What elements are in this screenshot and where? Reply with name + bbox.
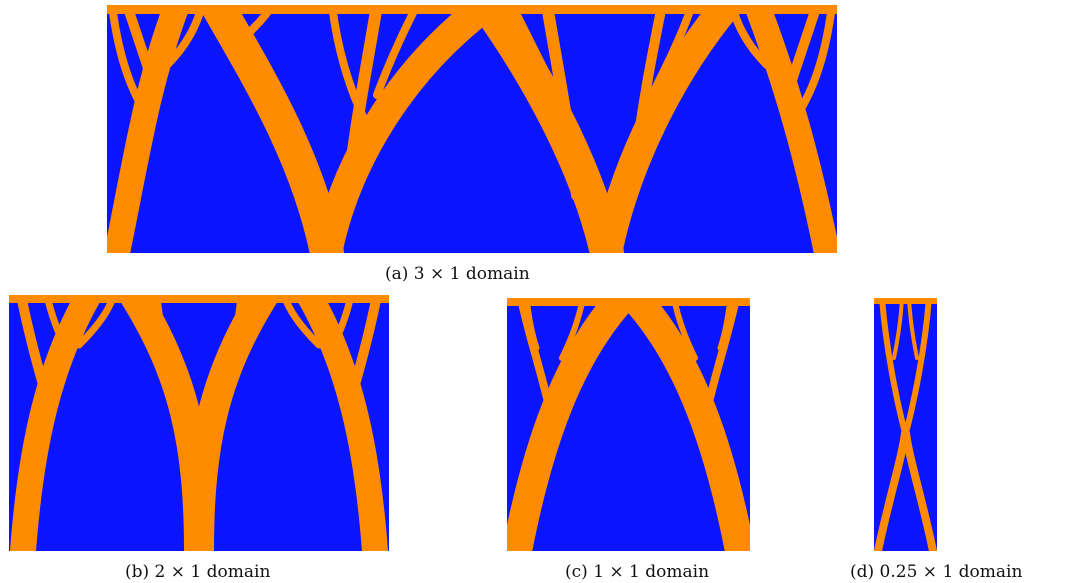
caption-d: (d) 0.25 × 1 domain bbox=[850, 562, 1023, 582]
void-region bbox=[107, 5, 837, 253]
material-branches bbox=[9, 295, 389, 551]
figure-2x1-domain bbox=[9, 295, 389, 551]
figure-1x1-domain bbox=[507, 298, 750, 551]
material-branches bbox=[507, 298, 750, 551]
caption-b: (b) 2 × 1 domain bbox=[125, 562, 271, 582]
figure-3x1-domain bbox=[107, 5, 837, 253]
topology-2x1 bbox=[9, 295, 389, 551]
material-branches bbox=[107, 5, 837, 253]
material-branches bbox=[874, 298, 937, 551]
figure-0.25x1-domain bbox=[874, 298, 937, 551]
caption-a: (a) 3 × 1 domain bbox=[385, 264, 530, 284]
caption-c: (c) 1 × 1 domain bbox=[565, 562, 710, 582]
topology-1x1 bbox=[507, 298, 750, 551]
topology-0.25x1 bbox=[874, 298, 937, 551]
topology-3x1 bbox=[107, 5, 837, 253]
